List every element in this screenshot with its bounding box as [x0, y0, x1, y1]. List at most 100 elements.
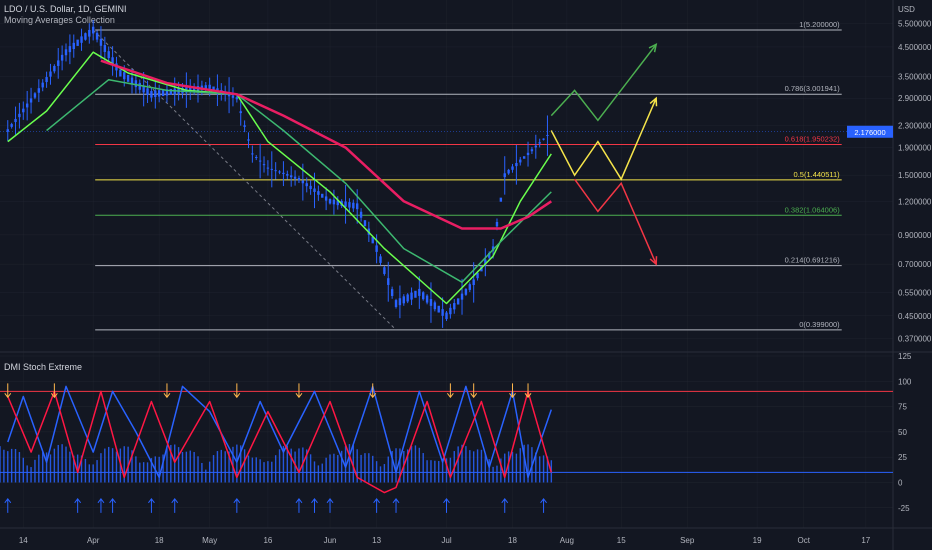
candle-body — [258, 160, 262, 162]
oscillator-title[interactable]: DMI Stoch Extreme — [4, 362, 83, 372]
sell-signal-arrow — [295, 383, 303, 399]
sell-signal-arrow — [233, 383, 241, 399]
time-tick-label: 18 — [155, 536, 164, 545]
price-tick-label: 0.550000 — [898, 288, 932, 297]
time-tick-label: 18 — [508, 536, 517, 545]
buy-signal-arrow — [540, 497, 547, 513]
sell-signal-arrow — [369, 383, 377, 399]
candle-body — [165, 89, 169, 96]
fib-level-label: 0.214(0.691216) — [785, 256, 841, 265]
price-tick-label: 0.450000 — [898, 312, 932, 321]
candle-body — [526, 152, 530, 156]
moving-average-line — [7, 51, 552, 305]
time-tick-label: Jun — [324, 536, 337, 545]
sell-signal-arrow — [4, 383, 12, 399]
candle-body — [332, 199, 336, 205]
scenario-paths[interactable] — [550, 43, 658, 266]
candle-body — [274, 170, 277, 172]
fib-level-label: 0.382(1.064006) — [785, 205, 841, 214]
candle-body — [88, 29, 91, 37]
candle-body — [503, 173, 506, 178]
oscillator-pane — [0, 355, 893, 513]
candle-body — [107, 51, 110, 59]
scenario-arrowhead — [649, 96, 658, 107]
stoch-line — [7, 385, 553, 479]
candle-body — [522, 156, 526, 159]
sell-signal-arrow — [509, 383, 516, 399]
candle-body — [344, 201, 347, 207]
candle-body — [293, 176, 297, 179]
candle-body — [356, 203, 359, 210]
candle-body — [247, 139, 250, 141]
candle-body — [53, 65, 56, 72]
candle-body — [472, 279, 475, 286]
sell-signal-arrow — [470, 383, 478, 399]
candle-body — [111, 57, 114, 65]
time-tick-label: 19 — [753, 536, 762, 545]
candle-body — [379, 256, 382, 263]
candle-body — [192, 86, 196, 92]
osc-tick-label: -25 — [898, 504, 910, 513]
candle-body — [313, 188, 316, 192]
candle-body — [375, 245, 378, 252]
candle-body — [507, 169, 510, 174]
candle-body — [231, 95, 235, 98]
price-tick-label: 0.700000 — [898, 260, 932, 269]
time-tick-label: Aug — [560, 536, 574, 545]
indicator-title[interactable]: Moving Averages Collection — [4, 15, 115, 25]
time-tick-label: 15 — [617, 536, 626, 545]
candle-body — [534, 145, 537, 148]
candle-body — [29, 98, 33, 103]
buy-signal-arrow — [233, 497, 241, 513]
moving-averages — [7, 51, 552, 305]
time-tick-label: Jul — [441, 536, 451, 545]
symbol-title[interactable]: LDO / U.S. Dollar, 1D, GEMINI — [4, 4, 127, 14]
candle-body — [266, 167, 270, 169]
candle-body — [363, 220, 367, 227]
price-tick-label: 4.500000 — [898, 43, 932, 52]
candle-body — [212, 86, 215, 91]
fib-retracement[interactable]: 1(5.200000) 0.786(3.001941) 0.618(1.950232… — [92, 20, 842, 331]
axes: USD 5.500000 4.500000 3.500000 2.900000 2.300… — [0, 5, 932, 545]
candle-body — [123, 72, 126, 80]
osc-tick-label: 75 — [898, 403, 907, 412]
candle-body — [84, 33, 87, 40]
candle-body — [371, 236, 374, 244]
candle-body — [255, 156, 258, 158]
candle-body — [422, 292, 425, 300]
candle-body — [511, 166, 514, 170]
candle-body — [103, 45, 107, 52]
stoch-line — [7, 390, 553, 494]
candle-body — [456, 298, 460, 305]
scenario-path — [550, 97, 657, 181]
fib-level-label: 0.5(1.440511) — [794, 170, 841, 179]
candle-body — [72, 42, 75, 50]
candle-body — [95, 32, 99, 40]
osc-tick-label: 100 — [898, 377, 912, 386]
candle-body — [515, 163, 518, 167]
candle-body — [410, 292, 413, 300]
candle-body — [49, 71, 52, 77]
candle-body — [119, 69, 122, 77]
candle-body — [546, 135, 549, 137]
candle-body — [235, 97, 239, 100]
candle-body — [181, 87, 184, 94]
price-tick-label: 1.200000 — [898, 197, 932, 206]
candle-body — [398, 298, 402, 306]
candle-body — [464, 288, 468, 295]
candle-body — [146, 88, 149, 96]
candle-body — [142, 85, 145, 93]
candle-body — [542, 138, 545, 140]
candle-body — [68, 46, 72, 53]
fib-level-label: 0.618(1.950232) — [785, 135, 841, 144]
price-tick-label: 2.300000 — [898, 121, 932, 130]
price-tick-label: 5.500000 — [898, 20, 932, 29]
scenario-arrowhead — [648, 43, 658, 53]
candle-body — [204, 85, 207, 90]
candle-body — [324, 196, 328, 201]
candle-body — [538, 142, 541, 144]
buy-signal-arrow — [295, 497, 303, 513]
candle-body — [317, 191, 320, 195]
candle-body — [402, 296, 405, 304]
